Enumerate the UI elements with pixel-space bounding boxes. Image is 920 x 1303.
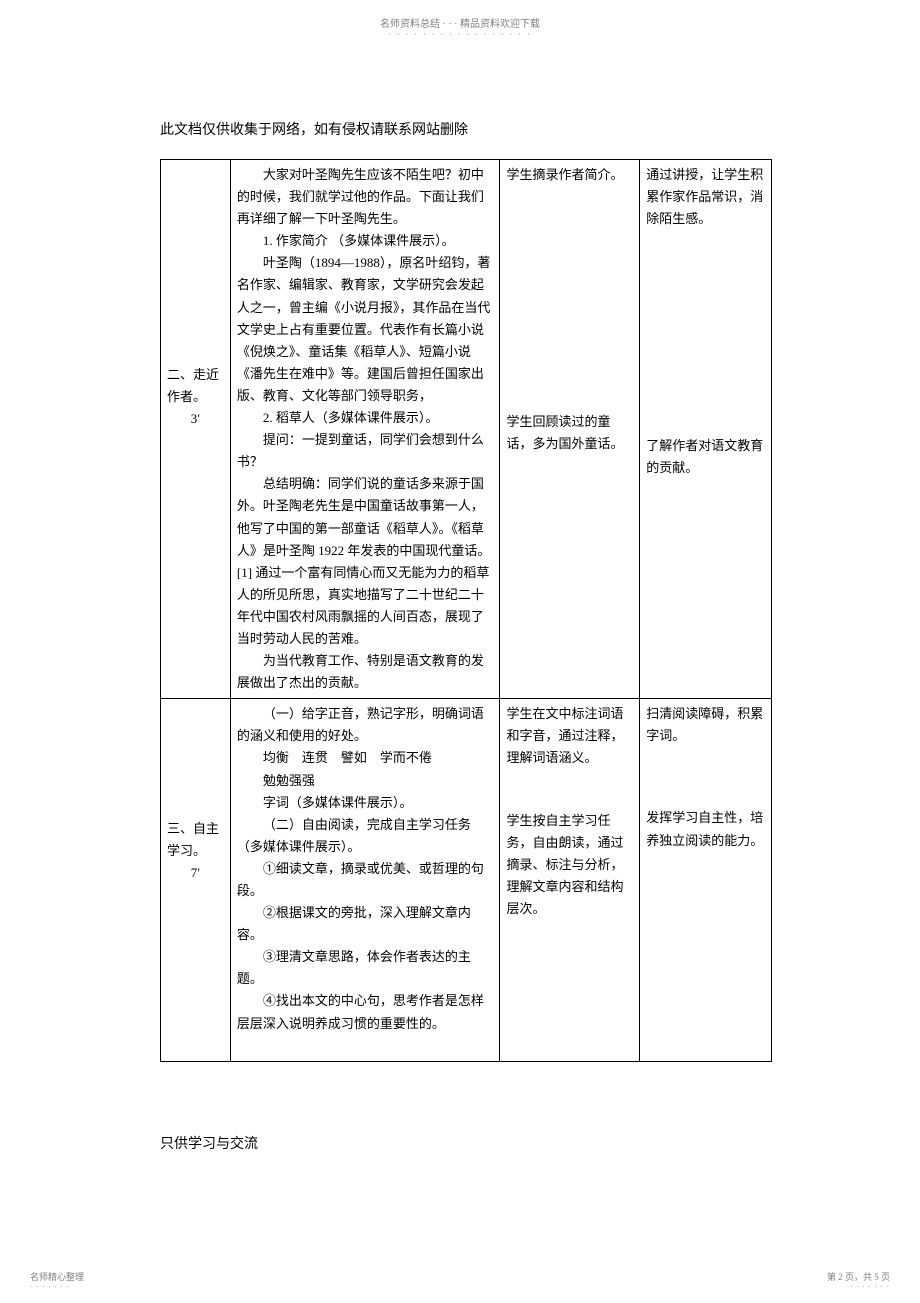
paragraph: （二）自由阅读，完成自主学习任务 （多媒体课件展示）。 xyxy=(237,814,494,858)
paragraph: 字词（多媒体课件展示）。 xyxy=(237,792,494,814)
paragraph: 学生按自主学习任务，自由朗读，通过摘录、标注与分析，理解文章内容和结构层次。 xyxy=(506,810,633,920)
paragraph: 勉勉强强 xyxy=(237,770,494,792)
footer-left-dots: · · · · · · · xyxy=(30,1283,70,1291)
section-title: 作者。 xyxy=(167,386,224,408)
paragraph: 提问：一提到童话，同学们会想到什么书？ xyxy=(237,429,494,473)
content-table: 二、走近 作者。 3′ 大家对叶圣陶先生应该不陌生吧？初中的时候，我们就学过他的… xyxy=(160,159,772,1062)
paragraph: 学生在文中标注词语和字音，通过注释，理解词语涵义。 xyxy=(506,703,633,769)
content-cell: （一）给字正音，熟记字形，明确词语的涵义和使用的好处。 均衡 连贯 譬如 学而不… xyxy=(230,699,500,1062)
paragraph: 学生摘录作者简介。 xyxy=(506,164,633,186)
paragraph: 通过讲授，让学生积累作家作品常识，消除陌生感。 xyxy=(646,164,765,230)
paragraph: 叶圣陶（1894—1988），原名叶绍钧，著名作家、编辑家、教育家，文学研究会发… xyxy=(237,252,494,407)
table-row: 三、自主 学习。 7′ （一）给字正音，熟记字形，明确词语的涵义和使用的好处。 … xyxy=(161,699,772,1062)
section-num: 三、自主 xyxy=(167,818,224,840)
paragraph: 了解作者对语文教育的贡献。 xyxy=(646,435,765,479)
paragraph: （一）给字正音，熟记字形，明确词语的涵义和使用的好处。 xyxy=(237,703,494,747)
paragraph: 学生回顾读过的童话，多为国外童话。 xyxy=(506,411,633,455)
section-time: 3′ xyxy=(167,408,224,430)
content-cell: 大家对叶圣陶先生应该不陌生吧？初中的时候，我们就学过他的作品。下面让我们再详细了… xyxy=(230,160,500,699)
paragraph: 扫清阅读障碍，积累字词。 xyxy=(646,703,765,747)
paragraph: 大家对叶圣陶先生应该不陌生吧？初中的时候，我们就学过他的作品。下面让我们再详细了… xyxy=(237,164,494,230)
footer-right: 第 2 页，共 5 页 xyxy=(827,1270,890,1283)
paragraph: ②根据课文的旁批，深入理解文章内容。 xyxy=(237,902,494,946)
paragraph: 均衡 连贯 譬如 学而不倦 xyxy=(237,747,494,769)
section-num: 二、走近 xyxy=(167,364,224,386)
paragraph: ④找出本文的中心句，思考作者是怎样层层深入说明养成习惯的重要性的。 xyxy=(237,990,494,1034)
paragraph: 2. 稻草人（多媒体课件展示）。 xyxy=(237,407,494,429)
paragraph: ①细读文章，摘录或优美、或哲理的句段。 xyxy=(237,858,494,902)
section-label-cell: 三、自主 学习。 7′ xyxy=(161,699,231,1062)
paragraph: 总结明确：同学们说的童话多来源于国外。叶圣陶老先生是中国童话故事第一人，他写了中… xyxy=(237,473,494,650)
footer-study-text: 只供学习与交流 xyxy=(160,1133,258,1153)
purpose-cell: 扫清阅读障碍，积累字词。 发挥学习自主性，培养独立阅读的能力。 xyxy=(640,699,772,1062)
table-row: 二、走近 作者。 3′ 大家对叶圣陶先生应该不陌生吧？初中的时候，我们就学过他的… xyxy=(161,160,772,699)
student-activity-cell: 学生在文中标注词语和字音，通过注释，理解词语涵义。 学生按自主学习任务，自由朗读… xyxy=(500,699,640,1062)
header-text: 名师资料总结 · · · 精品资料欢迎下载 xyxy=(0,0,920,30)
section-time: 7′ xyxy=(167,862,224,884)
paragraph: 发挥学习自主性，培养独立阅读的能力。 xyxy=(646,807,765,851)
doc-notice: 此文档仅供收集于网络，如有侵权请联系网站删除 xyxy=(160,119,920,139)
paragraph: 1. 作家简介 （多媒体课件展示）。 xyxy=(237,230,494,252)
purpose-cell: 通过讲授，让学生积累作家作品常识，消除陌生感。 了解作者对语文教育的贡献。 xyxy=(640,160,772,699)
footer-left: 名师精心整理 xyxy=(30,1270,84,1283)
paragraph: ③理清文章思路，体会作者表达的主题。 xyxy=(237,946,494,990)
paragraph: 为当代教育工作、特别是语文教育的发展做出了杰出的贡献。 xyxy=(237,650,494,694)
header-dots: · · · · · · · · · · · · · · · · · xyxy=(0,30,920,39)
student-activity-cell: 学生摘录作者简介。 学生回顾读过的童话，多为国外童话。 xyxy=(500,160,640,699)
section-title: 学习。 xyxy=(167,840,224,862)
section-label-cell: 二、走近 作者。 3′ xyxy=(161,160,231,699)
footer-right-dots: · · · · · · · xyxy=(850,1283,890,1291)
